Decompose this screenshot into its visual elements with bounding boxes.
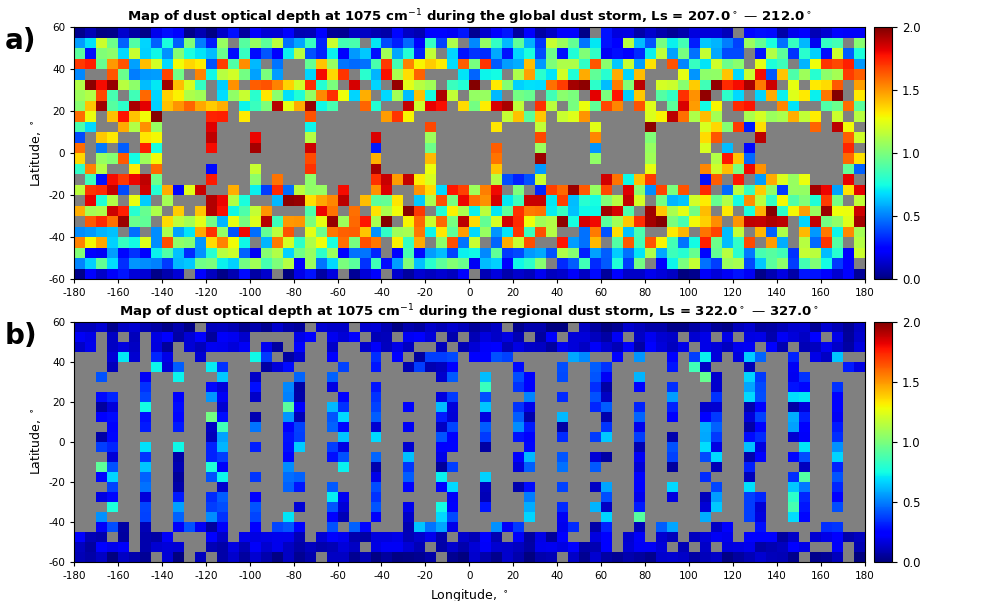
X-axis label: Longitude, $^\circ$: Longitude, $^\circ$ [430,587,509,601]
Text: a): a) [5,27,37,55]
Title: Map of dust optical depth at 1075 cm$^{-1}$ during the regional dust storm, Ls =: Map of dust optical depth at 1075 cm$^{-… [120,302,819,322]
Text: b): b) [5,322,38,350]
Y-axis label: Latitude, $^\circ$: Latitude, $^\circ$ [28,120,42,187]
Title: Map of dust optical depth at 1075 cm$^{-1}$ during the global dust storm, Ls = 2: Map of dust optical depth at 1075 cm$^{-… [126,7,812,27]
Y-axis label: Latitude, $^\circ$: Latitude, $^\circ$ [28,408,42,475]
